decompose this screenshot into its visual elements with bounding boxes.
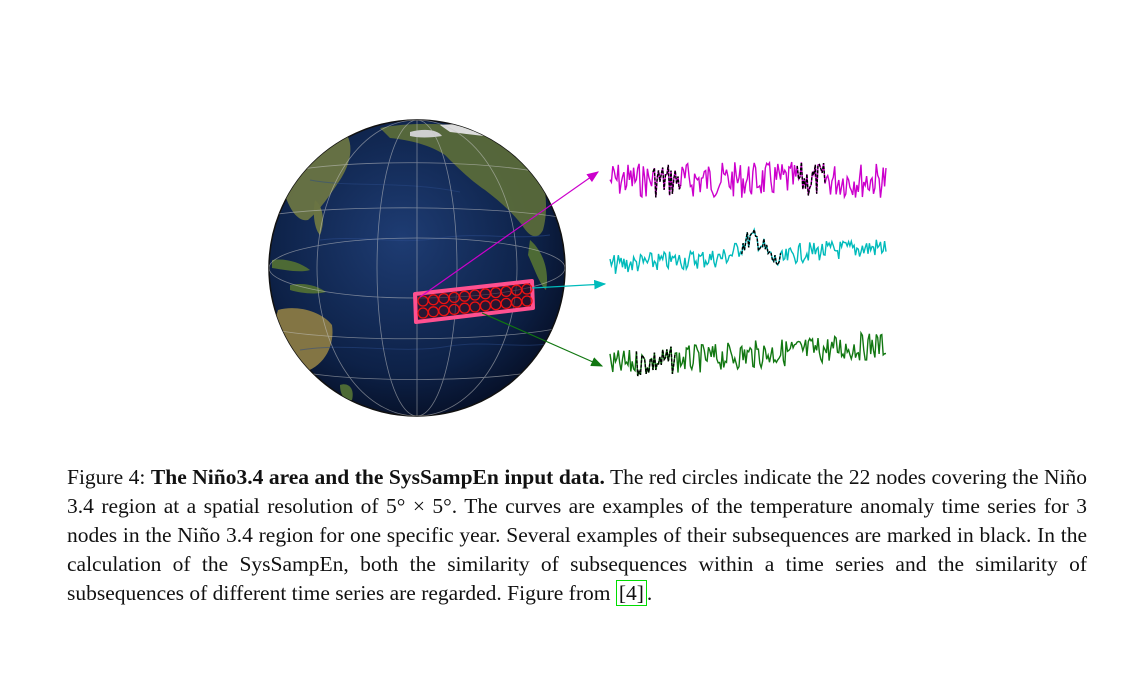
subsequence-segment (652, 164, 682, 198)
time-series-line (609, 227, 887, 274)
time-series-line (609, 160, 887, 200)
arrow-middle (531, 279, 607, 290)
caption-end: . (646, 581, 653, 605)
time-series-line (609, 330, 887, 377)
subsequence-segment (741, 227, 782, 267)
figure-panel (260, 110, 900, 430)
arrow-top (419, 171, 599, 298)
time-series-group (609, 160, 887, 377)
nino-region (413, 279, 535, 324)
subsequence-segment (635, 346, 676, 377)
figure-caption: Figure 4: The Niño3.4 area and the SysSa… (67, 463, 1087, 608)
node-circle (521, 283, 533, 295)
node-circles (417, 283, 533, 319)
arrow-bottom (481, 312, 604, 367)
globe-icon (268, 119, 566, 417)
figure-label: Figure 4: (67, 465, 146, 489)
north-america-land (380, 123, 547, 237)
reference-link[interactable]: [4] (615, 580, 647, 606)
node-circle (521, 295, 533, 307)
figure-title: The Niño3.4 area and the SysSampEn input… (150, 465, 605, 489)
nino-figure (268, 119, 887, 417)
caption-text: The red circles indicate the 22 nodes co… (67, 465, 1088, 605)
